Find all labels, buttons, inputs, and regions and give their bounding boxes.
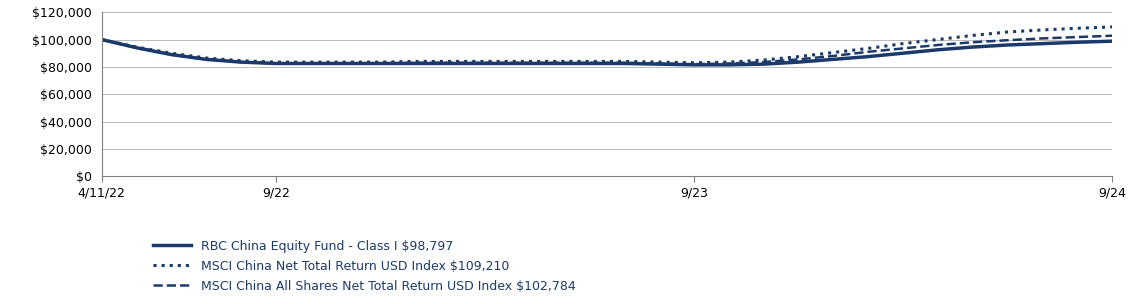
- Legend: RBC China Equity Fund - Class I $98,797, MSCI China Net Total Return USD Index $: RBC China Equity Fund - Class I $98,797,…: [148, 235, 580, 298]
